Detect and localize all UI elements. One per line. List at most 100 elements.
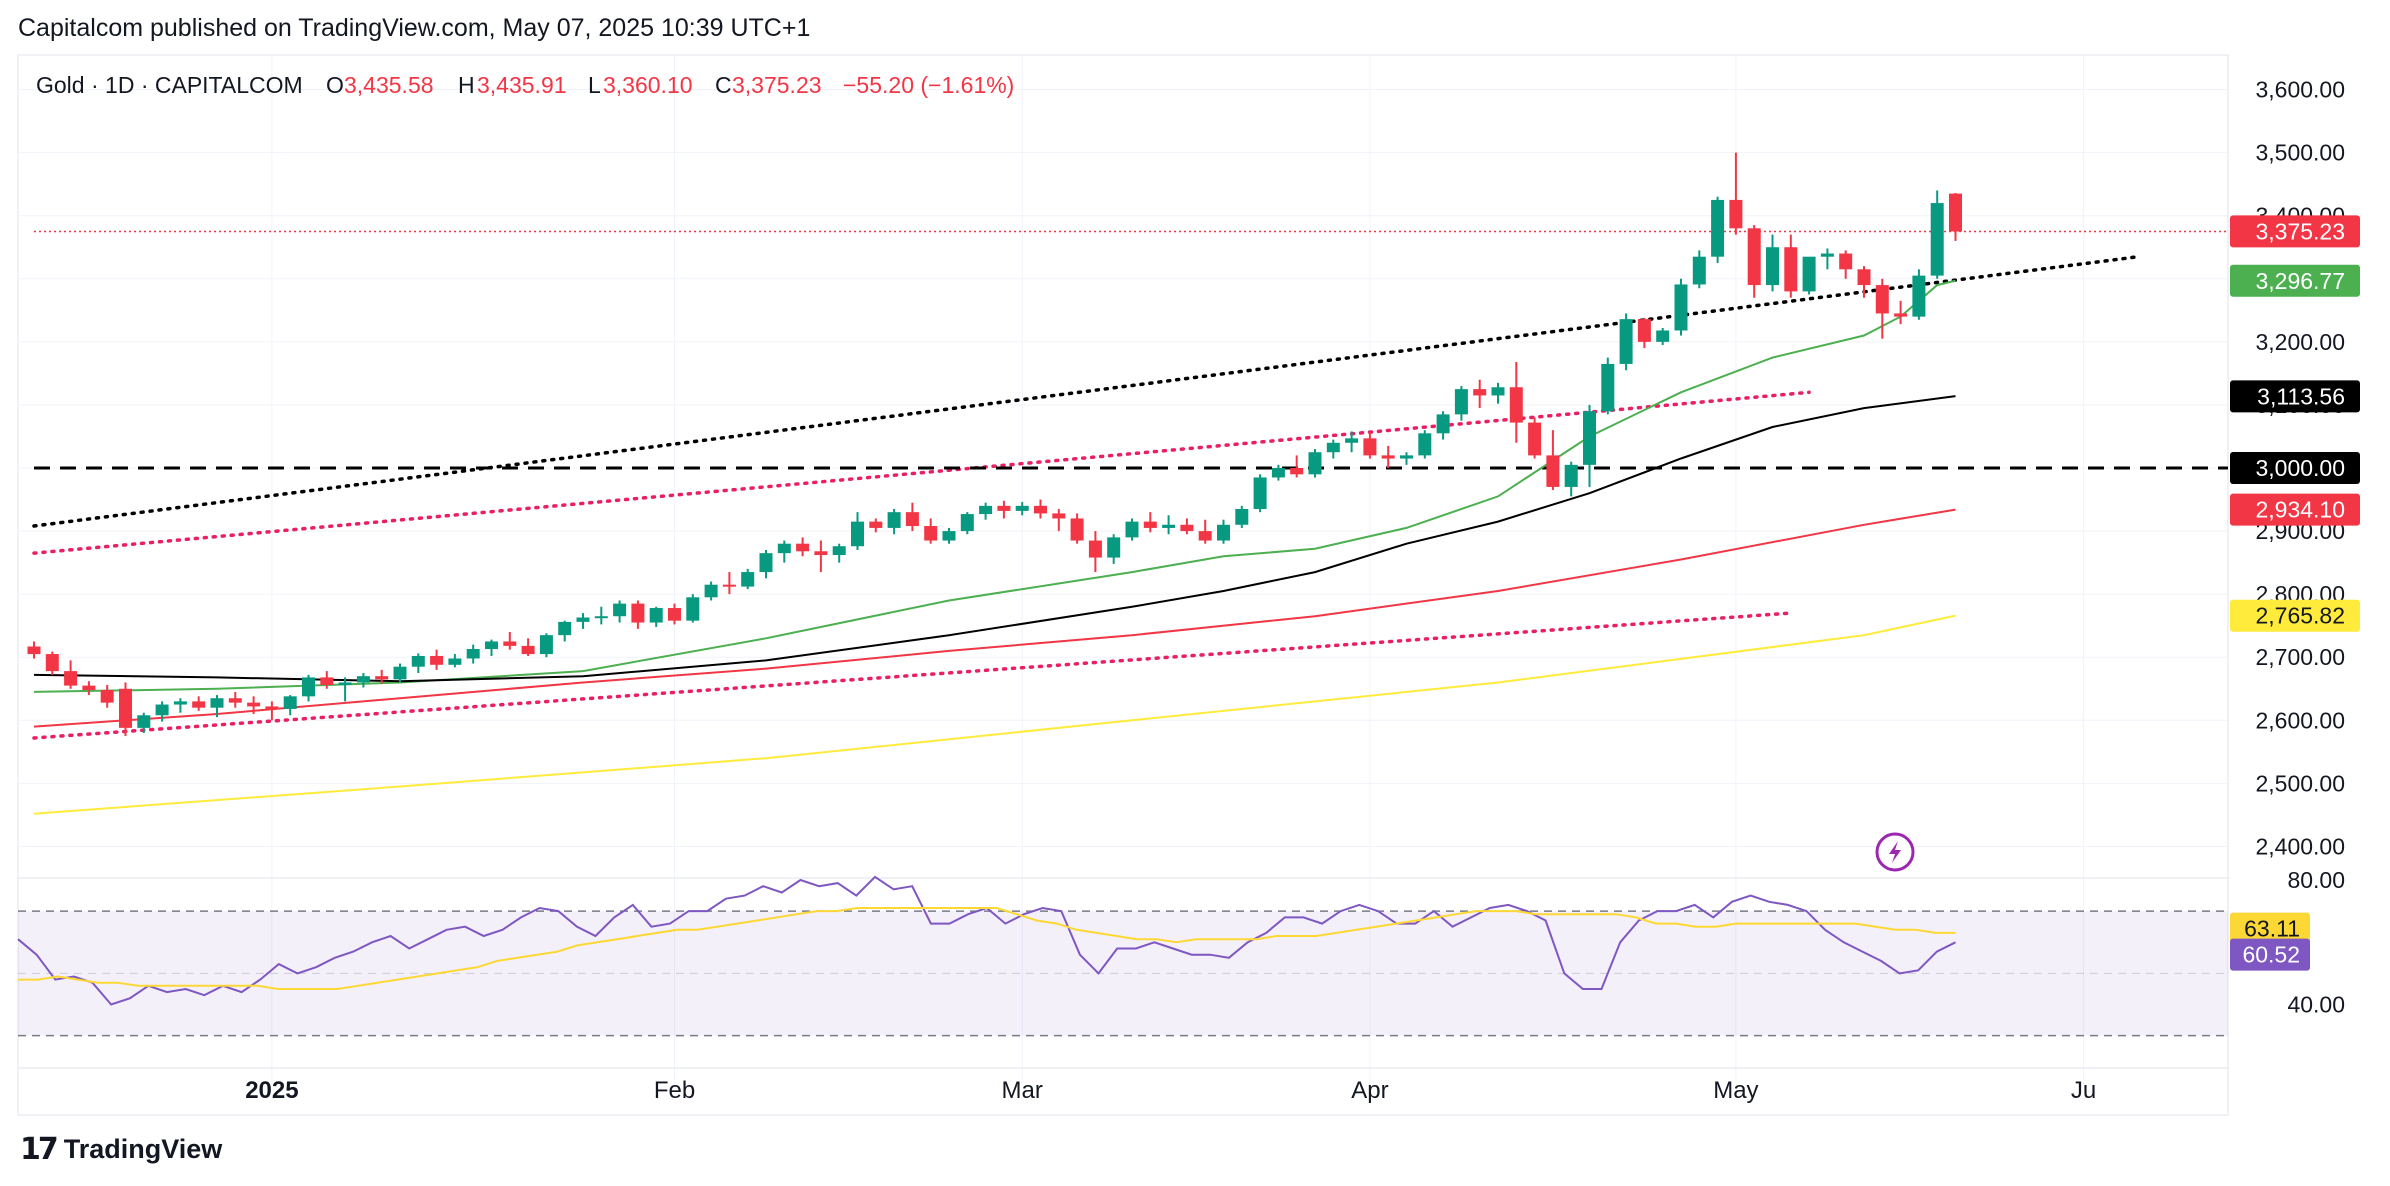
rsi-y-tick-label: 40.00 (2287, 992, 2345, 1018)
candle-body (887, 512, 901, 528)
candle-body (173, 701, 187, 705)
y-tick-label: 2,700.00 (2255, 644, 2345, 670)
candle-body (320, 677, 334, 685)
candle (1198, 519, 1212, 544)
candle-body (210, 698, 224, 708)
time-axis: 2025 Feb Mar Apr May Ju (245, 1077, 2096, 1104)
candle-body (1198, 531, 1212, 541)
candle (228, 691, 242, 708)
price-label-bg (2230, 452, 2360, 484)
price-label-text: 2,934.10 (2255, 497, 2345, 523)
price-label-text: 3,296.77 (2255, 268, 2345, 294)
candle-body (1912, 275, 1926, 317)
y-tick-label: 3,600.00 (2255, 77, 2345, 103)
candle-body (1656, 330, 1670, 342)
lightning-icon[interactable] (1875, 832, 1915, 872)
candle-body (1015, 505, 1029, 511)
candle-body (228, 698, 242, 703)
price-label: 3,113.56 (2230, 380, 2360, 413)
price-label: 2,765.82 (2230, 599, 2360, 632)
candle-body (942, 531, 956, 541)
candle-body (1509, 387, 1523, 423)
candle-body (1253, 477, 1267, 509)
candle (924, 518, 938, 544)
price-label: 3,375.23 (2230, 215, 2360, 248)
rsi-band-fill (18, 911, 2228, 1036)
candle (1491, 382, 1505, 404)
legend-high-value: 3,435.91 (477, 72, 567, 98)
candle-body (1546, 455, 1560, 487)
candle (832, 543, 846, 563)
candle (1528, 417, 1542, 459)
candle (320, 671, 334, 689)
candle-body (851, 521, 864, 547)
candle-body (1418, 433, 1432, 456)
candle-body (1088, 540, 1102, 558)
candle (64, 660, 78, 689)
candle-body (1875, 285, 1889, 314)
rsi-value-label-text: 60.52 (2242, 942, 2300, 968)
candle (1912, 269, 1926, 320)
x-tick-label: Apr (1351, 1077, 1388, 1104)
candle-body (1125, 521, 1139, 538)
candle-body (1400, 455, 1413, 459)
candle-body (686, 597, 700, 621)
candle (411, 653, 425, 673)
candle (1290, 455, 1304, 478)
candle-body (594, 616, 608, 619)
candle-body (137, 715, 151, 728)
candle-body (1235, 509, 1249, 525)
candle-body (558, 621, 572, 636)
dotted-red-lower-channel (32, 611, 1793, 740)
legend-high-label: H (458, 72, 475, 98)
price-labels: 3,375.23 3,296.77 3,113.56 3,000.00 2,934.10… (2230, 215, 2360, 971)
price-label-bg (2230, 493, 2360, 526)
publisher-line: Capitalcom published on TradingView.com,… (18, 14, 811, 42)
candle (960, 512, 974, 535)
tradingview-logo-text: TradingView (63, 1134, 223, 1164)
ma-50-line (33, 395, 1956, 683)
candle-body (1217, 524, 1230, 541)
candle (1400, 452, 1413, 465)
candle (1180, 518, 1194, 535)
candle (466, 644, 480, 664)
candle-body (1381, 455, 1395, 459)
candle (1107, 534, 1121, 564)
candle (539, 633, 553, 658)
candle (45, 651, 59, 675)
candle (869, 518, 883, 533)
candle (997, 500, 1011, 519)
y-tick-label: 2,600.00 (2255, 707, 2345, 733)
candle (942, 527, 956, 544)
candle-body (100, 690, 114, 703)
price-label-text: 3,375.23 (2255, 218, 2345, 244)
candle (777, 540, 791, 563)
candle-body (1180, 524, 1194, 532)
candle-body (539, 635, 553, 655)
candle-body (759, 553, 773, 573)
legend-low-label: L (588, 72, 601, 98)
candle (1088, 531, 1102, 573)
candle (1308, 449, 1322, 478)
rsi-value-label-bg (2230, 938, 2310, 971)
candle (594, 606, 608, 625)
candle-body (1930, 203, 1944, 276)
legend-low-value: 3,360.10 (603, 72, 693, 98)
candle-body (1436, 414, 1450, 434)
candle-body (1857, 269, 1871, 286)
legend-open-value: 3,435.58 (344, 72, 434, 98)
tradingview-logo[interactable]: 17 TradingView (20, 1132, 222, 1167)
ma-200-line (33, 614, 1956, 815)
candle (1766, 234, 1779, 292)
candle-body (631, 603, 645, 623)
candle (1839, 250, 1853, 279)
candle (27, 641, 41, 659)
candle-body (356, 676, 370, 683)
candle-body (1839, 253, 1853, 270)
candle-body (1729, 199, 1743, 229)
candle (1692, 250, 1706, 289)
candle-body (265, 706, 279, 709)
y-tick-label: 2,500.00 (2255, 770, 2345, 796)
x-tick-label: Feb (654, 1077, 695, 1104)
